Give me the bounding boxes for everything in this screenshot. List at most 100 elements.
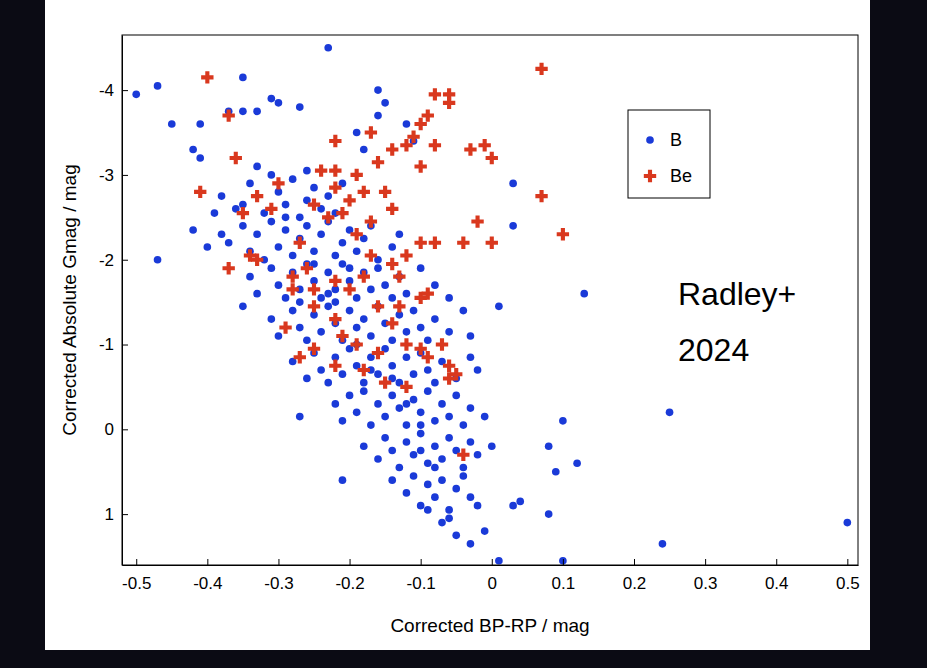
circle-marker	[239, 222, 247, 230]
circle-marker	[268, 315, 276, 323]
circle-marker	[303, 336, 311, 344]
plus-marker	[350, 338, 362, 350]
y-tick-label: 0	[105, 420, 114, 439]
annotation: 2024	[678, 332, 749, 368]
circle-marker	[467, 353, 475, 361]
circle-marker	[346, 392, 354, 400]
plus-marker	[308, 198, 320, 210]
plus-marker	[358, 270, 370, 282]
circle-marker	[154, 256, 162, 264]
y-tick: -2	[99, 251, 128, 270]
plus-marker	[237, 207, 249, 219]
x-tick: 0.1	[552, 559, 576, 593]
plus-marker	[329, 360, 341, 372]
y-tick-mark	[122, 90, 128, 91]
legend-label: Be	[670, 166, 692, 186]
plus-marker	[372, 300, 384, 312]
circle-marker	[580, 290, 588, 298]
circle-marker	[324, 192, 332, 200]
y-tick: 1	[105, 505, 128, 524]
plus-marker	[322, 211, 334, 223]
y-tick-label: -3	[99, 166, 114, 185]
circle-marker	[403, 328, 411, 336]
plus-marker	[414, 118, 426, 130]
circle-marker	[168, 120, 176, 128]
circle-marker	[438, 519, 446, 527]
circle-marker	[282, 213, 290, 221]
circle-marker	[346, 307, 354, 315]
x-tick-label: 0.4	[765, 574, 789, 593]
circle-marker	[410, 396, 418, 404]
circle-marker	[253, 163, 261, 171]
x-tick: -0.5	[122, 559, 151, 593]
circle-marker	[239, 74, 247, 82]
plus-marker	[400, 249, 412, 261]
y-tick: -1	[99, 335, 128, 354]
plus-marker	[251, 190, 263, 202]
circle-marker	[374, 86, 382, 94]
circle-marker	[495, 557, 503, 565]
plus-marker	[329, 275, 341, 287]
plus-marker	[350, 228, 362, 240]
circle-marker	[353, 324, 361, 332]
circle-marker	[424, 387, 432, 395]
circle-marker	[417, 447, 425, 455]
plus-marker	[393, 270, 405, 282]
plus-marker	[436, 338, 448, 350]
y-tick-mark	[122, 260, 128, 261]
plus-marker	[329, 181, 341, 193]
plus-marker	[414, 343, 426, 355]
x-tick: -0.2	[335, 559, 364, 593]
circle-marker	[460, 472, 468, 480]
x-tick-mark	[492, 559, 493, 565]
plus-marker	[535, 190, 547, 202]
circle-marker	[509, 222, 517, 230]
plus-marker	[222, 109, 234, 121]
x-tick-label: 0.1	[552, 574, 576, 593]
circle-marker	[431, 442, 439, 450]
circle-marker	[353, 247, 361, 255]
circle-marker	[388, 476, 396, 484]
circle-marker	[481, 527, 489, 535]
circle-marker	[374, 370, 382, 378]
circle-marker	[403, 421, 411, 429]
legend-marker	[644, 170, 656, 182]
y-tick: -4	[99, 81, 128, 100]
circle-marker	[481, 413, 489, 421]
circle-marker	[282, 226, 290, 234]
circle-marker	[189, 226, 197, 234]
circle-marker	[296, 103, 304, 111]
x-tick: 0.4	[765, 559, 789, 593]
plus-marker	[365, 215, 377, 227]
plus-marker	[379, 376, 391, 388]
y-tick-label: -4	[99, 81, 114, 100]
x-tick-mark	[278, 559, 279, 565]
plus-marker	[329, 164, 341, 176]
circle-marker	[268, 95, 276, 103]
circle-marker	[132, 91, 140, 99]
x-axis-line	[123, 565, 859, 566]
circle-marker	[552, 468, 560, 476]
plus-marker	[230, 152, 242, 164]
circle-marker	[339, 476, 347, 484]
plus-marker	[365, 126, 377, 138]
circle-marker	[332, 298, 340, 306]
circle-marker	[360, 387, 368, 395]
x-tick-label: -0.3	[264, 574, 293, 593]
circle-marker	[204, 243, 212, 251]
circle-marker	[403, 120, 411, 128]
circle-marker	[332, 400, 340, 408]
plus-marker	[294, 237, 306, 249]
circle-marker	[431, 417, 439, 425]
x-tick: -0.3	[264, 559, 293, 593]
plus-marker	[308, 283, 320, 295]
circle-marker	[275, 281, 283, 289]
circle-marker	[268, 218, 276, 226]
circle-marker	[154, 82, 162, 90]
circle-marker	[403, 290, 411, 298]
circle-marker	[460, 421, 468, 429]
plus-marker	[372, 156, 384, 168]
plus-marker	[365, 249, 377, 261]
x-tick-mark	[705, 559, 706, 565]
circle-marker	[253, 107, 261, 115]
